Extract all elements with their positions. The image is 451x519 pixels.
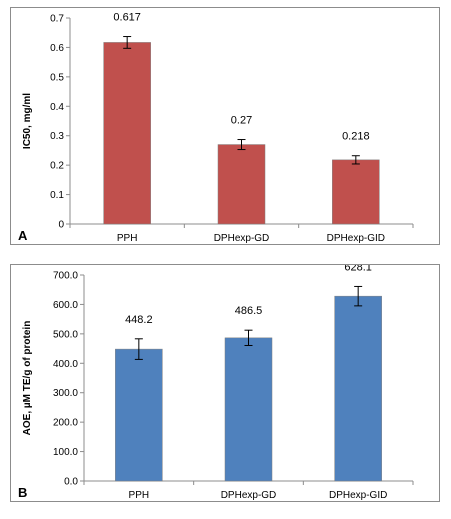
chart-b-y-tick-label: 300.0 — [53, 388, 78, 399]
chart-b-data-label: 486.5 — [235, 305, 263, 317]
chart-b-bar — [115, 348, 163, 482]
chart-a-y-tick-label: 0.4 — [50, 102, 64, 113]
chart-b-y-axis-title: AOE, µM TE/g of protein — [22, 321, 33, 436]
chart-b-data-label: 448.2 — [125, 314, 153, 326]
chart-b-y-tick-label: 600.0 — [53, 300, 78, 311]
chart-b-category-label: DPHexp-GD — [221, 490, 277, 501]
chart-b-y-tick-label: 700.0 — [53, 271, 78, 282]
chart-b-panel-label: B — [18, 485, 27, 500]
chart-a-y-tick-label: 0.2 — [50, 161, 64, 172]
chart-b-bar — [334, 295, 382, 482]
chart-a-y-tick-label: 0.1 — [50, 190, 64, 201]
chart-a-category-label: PPH — [117, 233, 138, 244]
chart-b-bar — [224, 337, 273, 482]
chart-a-y-axis-title: IC50, mg/ml — [22, 93, 33, 149]
chart-a-y-tick-label: 0 — [58, 220, 64, 231]
chart-b-y-tick-label: 400.0 — [53, 359, 78, 370]
chart-b-data-label: 628.1 — [344, 265, 372, 273]
chart-b-svg: 0.0 100.0 200.0 300.0 400.0 500.0 600.0 700.0 44… — [18, 265, 414, 501]
chart-a-data-label: 0.218 — [342, 131, 370, 143]
chart-b-y-tick-label: 0.0 — [64, 477, 78, 488]
chart-a-y-tick-label: 0.5 — [50, 72, 64, 83]
chart-panel-b: 0.0 100.0 200.0 300.0 400.0 500.0 600.0 700.0 44… — [10, 264, 440, 502]
chart-a-panel-label: A — [18, 228, 28, 243]
chart-panel-a: 0 0.1 0.2 0.3 0.4 0.5 0.6 0.7 0.617 PPH 0.27 DPHexp… — [10, 7, 440, 245]
chart-a-y-tick-label: 0.3 — [50, 131, 64, 142]
chart-b-y-tick-label: 200.0 — [53, 418, 78, 429]
chart-a-svg: 0 0.1 0.2 0.3 0.4 0.5 0.6 0.7 0.617 PPH 0.27 DPHexp… — [18, 12, 414, 244]
chart-a-data-label: 0.27 — [231, 115, 252, 127]
chart-a-bar — [103, 42, 151, 225]
chart-a-bar — [332, 159, 380, 225]
chart-b-category-label: PPH — [129, 490, 150, 501]
chart-b-y-tick-label: 100.0 — [53, 447, 78, 458]
chart-b-category-label: DPHexp-GID — [329, 490, 387, 501]
chart-a-category-label: DPHexp-GD — [214, 233, 270, 244]
chart-a-category-label: DPHexp-GID — [327, 233, 385, 244]
chart-a-data-label: 0.617 — [113, 12, 141, 24]
chart-b-y-tick-label: 500.0 — [53, 329, 78, 340]
chart-a-y-tick-label: 0.6 — [50, 43, 64, 54]
chart-a-bar — [217, 144, 266, 225]
chart-a-y-tick-label: 0.7 — [50, 14, 64, 25]
